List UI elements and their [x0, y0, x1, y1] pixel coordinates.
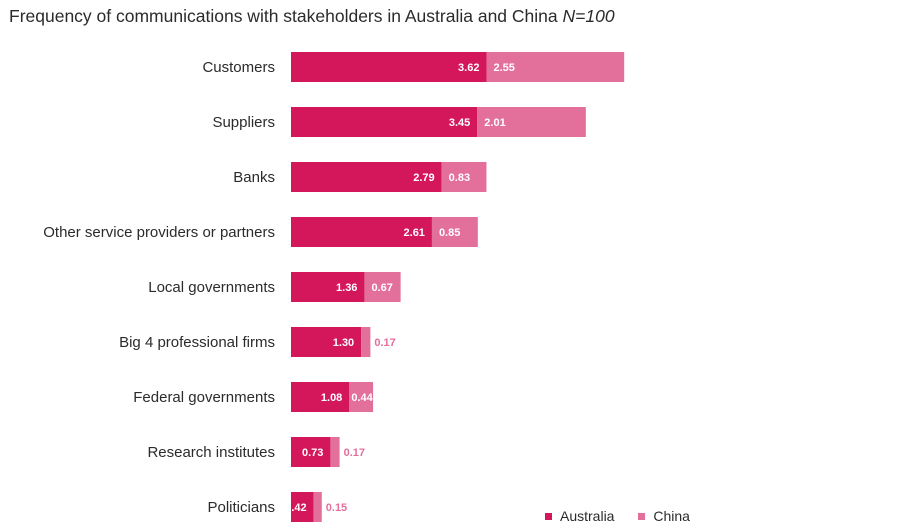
value-label-china-local-governments: 0.67 — [371, 282, 392, 294]
bar-china-suppliers — [477, 107, 586, 137]
value-labels: 3.62 2.55 3.45 2.01 2.79 0.83 2.61 0.85 1.36 0.67… — [285, 62, 515, 514]
category-label-politicians: Politicians — [207, 499, 275, 516]
category-labels: Customers Suppliers Banks Other service pro… — [43, 59, 275, 516]
category-label-big-4-professional-firms: Big 4 professional firms — [119, 334, 275, 351]
legend-item-australia: Australia — [545, 508, 614, 524]
value-label-china-big-4-professional-firms: 0.17 — [374, 337, 395, 349]
bar-australia-politicians — [291, 492, 314, 522]
category-label-federal-governments: Federal governments — [133, 389, 275, 406]
value-label-australia-research-institutes: 0.73 — [302, 447, 323, 459]
legend-item-china: China — [638, 508, 690, 524]
australia-bars — [291, 52, 487, 522]
bar-australia-customers — [291, 52, 487, 82]
bar-australia-banks — [291, 162, 442, 192]
category-label-customers: Customers — [202, 59, 275, 76]
value-label-china-suppliers: 2.01 — [484, 117, 505, 129]
bar-australia-other-service-providers-or-partners — [291, 217, 432, 247]
bar-australia-big-4-professional-firms — [291, 327, 362, 357]
china-bars — [313, 52, 625, 522]
bar-china-customers — [486, 52, 625, 82]
category-label-suppliers: Suppliers — [212, 114, 275, 131]
legend-label-china: China — [653, 508, 690, 524]
chart-title: Frequency of communications with stakeho… — [9, 6, 615, 27]
category-label-local-governments: Local governments — [148, 279, 275, 296]
value-label-australia-federal-governments: 1.08 — [321, 392, 342, 404]
value-label-australia-politicians: 0.42 — [285, 502, 306, 514]
legend-swatch-china — [638, 512, 646, 520]
bar-australia-suppliers — [291, 107, 478, 137]
bar-china-politicians — [313, 492, 322, 522]
bar-china-banks — [441, 162, 487, 192]
value-label-australia-suppliers: 3.45 — [449, 117, 470, 129]
value-label-australia-customers: 3.62 — [458, 62, 479, 74]
category-label-other-service-providers-or-partners: Other service providers or partners — [43, 224, 275, 241]
chart-title-main: Frequency of communications with stakeho… — [9, 6, 558, 26]
value-label-china-banks: 0.83 — [449, 172, 470, 184]
bar-australia-research-institutes — [291, 437, 331, 467]
category-label-banks: Banks — [233, 169, 275, 186]
legend: Australia China — [545, 508, 710, 524]
value-label-china-customers: 2.55 — [493, 62, 514, 74]
value-label-australia-big-4-professional-firms: 1.30 — [333, 337, 354, 349]
legend-swatch-australia — [545, 512, 552, 520]
category-label-research-institutes: Research institutes — [147, 444, 275, 461]
value-label-china-federal-governments: 0.44 — [351, 392, 373, 404]
bar-australia-federal-governments — [291, 382, 350, 412]
value-label-australia-local-governments: 1.36 — [336, 282, 357, 294]
bar-china-big-4-professional-firms — [361, 327, 371, 357]
value-label-china-other-service-providers-or-partners: 0.85 — [439, 227, 460, 239]
legend-label-australia: Australia — [560, 508, 615, 524]
bar-china-other-service-providers-or-partners — [431, 217, 478, 247]
value-label-china-politicians: 0.15 — [326, 502, 347, 514]
bar-china-federal-governments — [349, 382, 374, 412]
value-label-australia-banks: 2.79 — [413, 172, 434, 184]
value-label-china-research-institutes: 0.17 — [344, 447, 365, 459]
chart-sample-size: N=100 — [562, 6, 615, 26]
bar-china-local-governments — [364, 272, 401, 302]
bar-china-research-institutes — [330, 437, 340, 467]
value-label-australia-other-service-providers-or-partners: 2.61 — [404, 227, 425, 239]
bar-australia-local-governments — [291, 272, 365, 302]
